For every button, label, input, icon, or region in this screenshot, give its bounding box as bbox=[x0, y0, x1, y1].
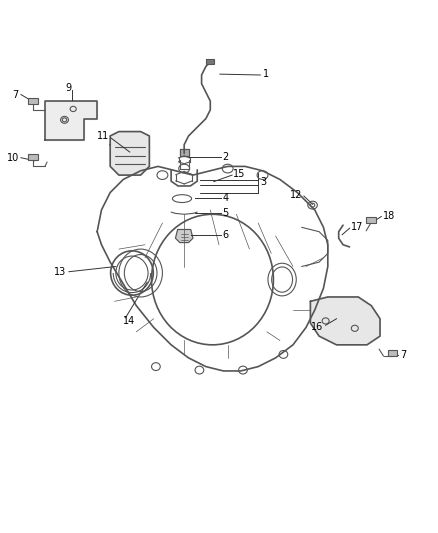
Text: 9: 9 bbox=[66, 83, 72, 93]
Polygon shape bbox=[110, 132, 149, 175]
Text: 13: 13 bbox=[54, 266, 67, 277]
Text: 7: 7 bbox=[400, 350, 406, 360]
Text: 14: 14 bbox=[123, 316, 135, 326]
Polygon shape bbox=[45, 101, 97, 140]
Polygon shape bbox=[311, 297, 380, 345]
FancyBboxPatch shape bbox=[366, 217, 376, 223]
Text: 2: 2 bbox=[223, 152, 229, 162]
Text: 10: 10 bbox=[7, 152, 19, 163]
Text: 17: 17 bbox=[351, 222, 363, 232]
Text: 11: 11 bbox=[97, 131, 109, 141]
Bar bbox=[206, 59, 214, 64]
Text: 3: 3 bbox=[260, 176, 266, 187]
Text: 4: 4 bbox=[223, 193, 229, 203]
Polygon shape bbox=[180, 149, 188, 156]
FancyBboxPatch shape bbox=[388, 351, 397, 356]
Text: 16: 16 bbox=[311, 322, 323, 333]
Text: 12: 12 bbox=[290, 190, 303, 200]
Text: 15: 15 bbox=[233, 169, 246, 179]
Text: 5: 5 bbox=[223, 208, 229, 219]
Bar bbox=[206, 59, 214, 64]
Polygon shape bbox=[176, 230, 193, 243]
Text: 7: 7 bbox=[13, 90, 19, 100]
Text: 1: 1 bbox=[262, 69, 268, 79]
Text: 6: 6 bbox=[223, 230, 229, 240]
Text: 18: 18 bbox=[383, 211, 395, 221]
FancyBboxPatch shape bbox=[28, 154, 38, 160]
FancyBboxPatch shape bbox=[28, 98, 38, 104]
